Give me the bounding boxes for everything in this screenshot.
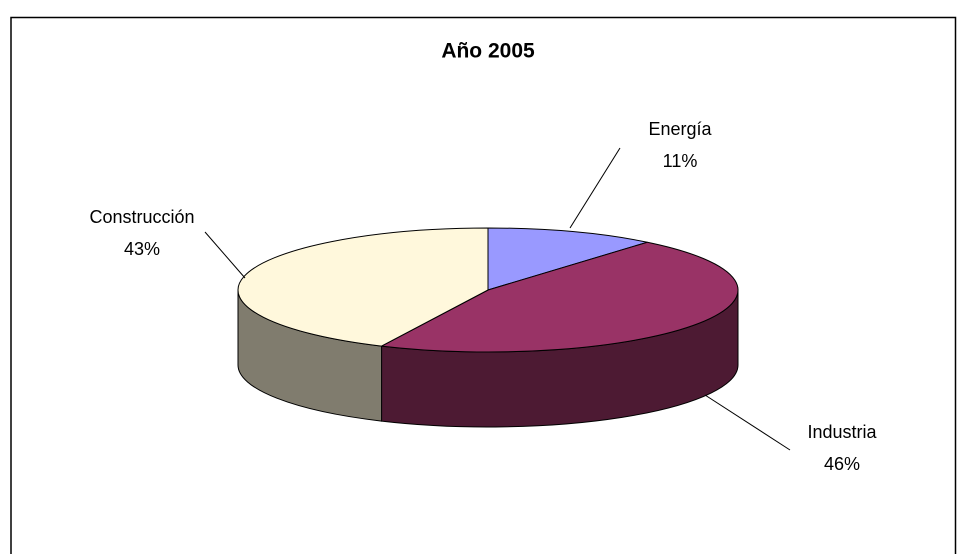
slice-value-label: 43% [124,239,160,259]
chart-title: Año 2005 [441,40,535,63]
pie-slice [487,227,648,291]
leader-line [704,394,791,451]
slice-label: Industria [807,422,877,442]
slice-label: Construcción [89,207,194,227]
leader-line [204,231,246,279]
leader-line [569,147,621,229]
slice-value-label: 11% [663,151,698,171]
pie-slice [379,241,739,353]
slice-value-label: 46% [824,454,860,474]
chart-frame [10,16,957,554]
slice-label: Energía [648,119,712,139]
